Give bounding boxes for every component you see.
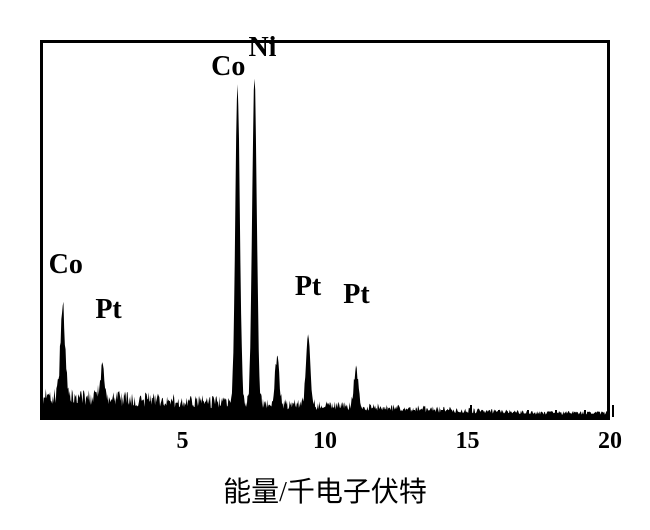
spectrum-chart: CoPtCoNiPtPt bbox=[40, 40, 610, 420]
peak-label: Ni bbox=[248, 32, 276, 64]
x-tick-label: 15 bbox=[456, 428, 480, 455]
peak-label: Co bbox=[211, 51, 245, 83]
x-tick-label: 10 bbox=[313, 428, 337, 455]
minor-tick bbox=[71, 410, 73, 417]
minor-tick bbox=[242, 410, 244, 417]
peak-label: Pt bbox=[95, 294, 121, 326]
major-tick bbox=[185, 405, 187, 417]
minor-tick bbox=[527, 410, 529, 417]
minor-tick bbox=[213, 410, 215, 417]
x-axis-label: 能量/千电子伏特 bbox=[223, 470, 427, 510]
minor-tick bbox=[99, 410, 101, 417]
major-tick bbox=[470, 405, 472, 417]
minor-tick bbox=[413, 410, 415, 417]
major-tick bbox=[612, 405, 614, 417]
minor-tick bbox=[270, 410, 272, 417]
peak-label: Co bbox=[49, 249, 83, 281]
x-tick-label: 5 bbox=[177, 428, 189, 455]
peak-label: Pt bbox=[343, 279, 369, 311]
minor-tick bbox=[356, 410, 358, 417]
minor-tick bbox=[555, 410, 557, 417]
minor-tick bbox=[384, 410, 386, 417]
x-tick-label: 20 bbox=[598, 428, 622, 455]
minor-tick bbox=[128, 410, 130, 417]
minor-tick bbox=[584, 410, 586, 417]
minor-tick bbox=[42, 410, 44, 417]
major-tick bbox=[327, 405, 329, 417]
minor-tick bbox=[156, 410, 158, 417]
minor-tick bbox=[441, 410, 443, 417]
minor-tick bbox=[299, 410, 301, 417]
peak-label: Pt bbox=[295, 271, 321, 303]
spectrum-plot bbox=[43, 43, 607, 417]
minor-tick bbox=[498, 410, 500, 417]
